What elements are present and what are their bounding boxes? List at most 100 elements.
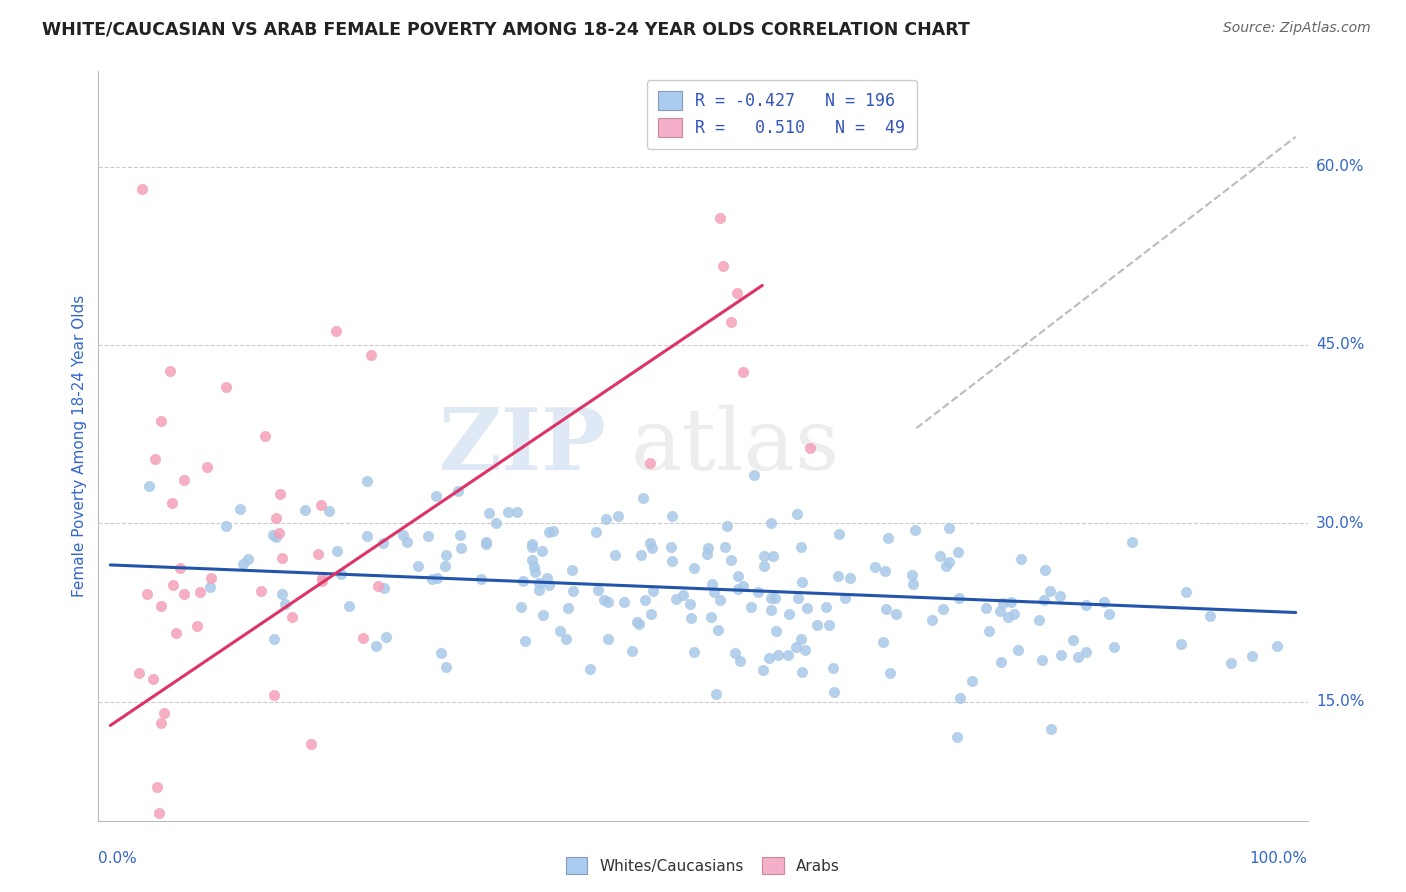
- Point: [776, 648, 799, 662]
- Point: [131, 182, 153, 196]
- Point: [142, 673, 165, 687]
- Point: [817, 618, 839, 632]
- Point: [935, 559, 957, 574]
- Point: [374, 631, 396, 645]
- Point: [716, 519, 738, 533]
- Text: 45.0%: 45.0%: [1316, 337, 1364, 352]
- Point: [724, 646, 747, 660]
- Point: [823, 661, 845, 675]
- Point: [974, 601, 997, 615]
- Point: [165, 625, 187, 640]
- Point: [778, 607, 800, 621]
- Point: [186, 619, 208, 633]
- Point: [541, 524, 564, 538]
- Point: [763, 591, 786, 605]
- Point: [416, 529, 439, 543]
- Point: [960, 673, 983, 688]
- Point: [529, 575, 551, 590]
- Point: [159, 364, 181, 378]
- Point: [309, 499, 332, 513]
- Point: [512, 574, 534, 589]
- Point: [873, 564, 896, 578]
- Point: [169, 561, 191, 575]
- Point: [786, 591, 808, 605]
- Point: [269, 525, 291, 540]
- Point: [1170, 637, 1192, 651]
- Point: [238, 552, 260, 566]
- Point: [325, 324, 347, 338]
- Point: [1074, 645, 1097, 659]
- Text: 30.0%: 30.0%: [1316, 516, 1364, 531]
- Point: [768, 648, 790, 662]
- Point: [294, 503, 316, 517]
- Point: [262, 528, 284, 542]
- Point: [215, 380, 238, 394]
- Point: [1175, 584, 1198, 599]
- Point: [988, 604, 1011, 618]
- Text: 100.0%: 100.0%: [1250, 851, 1308, 866]
- Point: [725, 285, 748, 300]
- Point: [709, 593, 731, 607]
- Point: [742, 467, 765, 482]
- Point: [872, 635, 894, 649]
- Point: [683, 644, 706, 658]
- Point: [679, 597, 702, 611]
- Point: [641, 584, 664, 599]
- Point: [329, 566, 352, 581]
- Point: [740, 600, 762, 615]
- Point: [337, 599, 360, 613]
- Point: [792, 575, 814, 590]
- Point: [758, 651, 780, 665]
- Point: [263, 689, 285, 703]
- Point: [198, 580, 221, 594]
- Y-axis label: Female Poverty Among 18-24 Year Olds: Female Poverty Among 18-24 Year Olds: [72, 295, 87, 597]
- Point: [606, 509, 628, 524]
- Point: [1121, 534, 1143, 549]
- Point: [352, 631, 374, 645]
- Point: [150, 414, 173, 428]
- Point: [371, 536, 394, 550]
- Point: [672, 589, 695, 603]
- Point: [747, 584, 769, 599]
- Text: WHITE/CAUCASIAN VS ARAB FEMALE POVERTY AMONG 18-24 YEAR OLDS CORRELATION CHART: WHITE/CAUCASIAN VS ARAB FEMALE POVERTY A…: [42, 21, 970, 38]
- Point: [730, 654, 752, 668]
- Point: [250, 584, 273, 599]
- Point: [561, 563, 583, 577]
- Point: [823, 685, 845, 699]
- Point: [536, 571, 558, 585]
- Point: [603, 548, 626, 562]
- Point: [1062, 632, 1084, 647]
- Point: [703, 585, 725, 599]
- Point: [613, 595, 636, 609]
- Point: [761, 516, 783, 531]
- Point: [875, 601, 897, 615]
- Point: [135, 587, 157, 601]
- Legend: Whites/Caucasians, Arabs: Whites/Caucasians, Arabs: [560, 851, 846, 880]
- Point: [731, 580, 754, 594]
- Point: [555, 632, 578, 646]
- Point: [1033, 563, 1056, 577]
- Point: [640, 607, 662, 621]
- Point: [945, 731, 967, 745]
- Point: [149, 716, 172, 731]
- Point: [274, 597, 297, 611]
- Point: [446, 483, 468, 498]
- Point: [426, 571, 449, 585]
- Point: [128, 665, 150, 680]
- Point: [1265, 639, 1288, 653]
- Point: [561, 583, 583, 598]
- Point: [1098, 607, 1121, 622]
- Point: [731, 365, 754, 379]
- Point: [991, 596, 1014, 610]
- Point: [938, 520, 960, 534]
- Point: [524, 565, 547, 579]
- Point: [709, 211, 731, 225]
- Point: [475, 536, 498, 550]
- Point: [228, 502, 250, 516]
- Point: [420, 572, 443, 586]
- Point: [627, 616, 650, 631]
- Point: [641, 541, 664, 556]
- Point: [863, 560, 886, 574]
- Point: [727, 582, 749, 596]
- Point: [596, 632, 619, 646]
